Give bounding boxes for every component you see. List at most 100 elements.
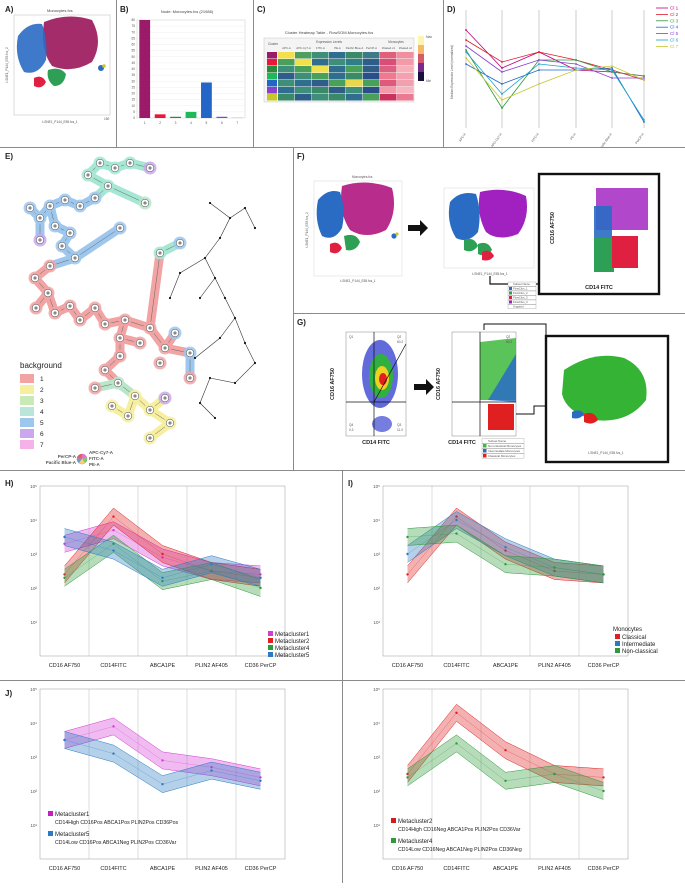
panel-g-cd14-label-2: CD14 FITC xyxy=(448,440,476,446)
panel-e-key-right-1: APC-Cy7-A xyxy=(89,450,114,455)
panel-c-cell xyxy=(278,94,295,101)
panel-a-title: Monocytes.fcs xyxy=(47,8,73,13)
panel-e-node-core xyxy=(38,238,41,241)
panel-h-point xyxy=(63,536,65,538)
panel-f-cluster2-magenta xyxy=(479,190,527,238)
panel-b-ytick: 50 xyxy=(131,55,135,59)
panel-e-node-core xyxy=(103,368,106,371)
panel-c-cell xyxy=(312,66,329,73)
panel-j-xtick: CD14FITC xyxy=(100,866,126,872)
panel-e-key-left-1: PerCP-A xyxy=(58,454,77,459)
panel-j-point xyxy=(259,780,261,782)
panel-h-legend-swatch xyxy=(268,652,273,657)
panel-e-key-right-2: FITC-A xyxy=(89,456,104,461)
panel-e-skeleton-node xyxy=(179,272,181,274)
panel-f-arrow-icon xyxy=(408,220,428,236)
panel-j-point xyxy=(112,752,114,754)
panel-f-small-yellow xyxy=(395,232,398,235)
panel-f-legend-label: Subset Name xyxy=(513,282,530,286)
panel-e-skeleton-node xyxy=(214,417,216,419)
panel-h-point xyxy=(210,563,212,565)
panel-a-cluster-small-yellow xyxy=(102,64,106,68)
panel-g-gated-red xyxy=(488,404,514,430)
panel-b-label: B) xyxy=(120,5,128,14)
panel-d-label: D) xyxy=(447,5,455,14)
panel-e-legend-swatch xyxy=(20,429,34,438)
panel-d-series-line xyxy=(466,30,644,76)
panel-e-node-core xyxy=(93,386,96,389)
panel-c-cell xyxy=(397,52,414,59)
panel-c-cell xyxy=(363,80,380,87)
panel-e-legend-label: 4 xyxy=(40,409,44,416)
panel-f-legend-swatch xyxy=(509,305,512,308)
panel-c-cell xyxy=(329,66,346,73)
panel-b-ytick: 70 xyxy=(131,30,135,34)
panel-e-node-core xyxy=(188,351,191,354)
panel-e-node-core xyxy=(106,184,109,187)
panel-h-ytick: 10¹ xyxy=(30,620,37,625)
panel-c-cell xyxy=(278,66,295,73)
panel-d-point xyxy=(575,59,577,61)
panel-c-cell xyxy=(295,80,312,87)
panel-j-legend-name: Metacluster5 xyxy=(55,832,90,838)
panel-f-xlabel-2: t-SNE1_P144_E55.fcs_1 xyxy=(472,272,508,276)
panel-g-arrow-icon-1 xyxy=(414,379,434,395)
panel-c-cell xyxy=(363,59,380,66)
panel-c-cell xyxy=(380,87,397,94)
panel-h-xtick: CD16 AF750 xyxy=(49,663,81,669)
panel-i-ytick: 10¹ xyxy=(373,620,380,625)
panel-f-cluster2-red xyxy=(482,251,494,261)
panel-b-bar xyxy=(201,82,212,118)
panel-b-xtick: 1 xyxy=(144,121,146,125)
panel-j-legend-phenotype: CD14Low CD16Pos ABCA1Neg PLIN2Pos CD36Va… xyxy=(55,840,177,846)
panel-e-node-core xyxy=(148,408,151,411)
panel-k-point xyxy=(504,749,506,751)
panel-e-skeleton-edge xyxy=(200,278,215,298)
panel-e-node-core xyxy=(126,414,129,417)
panel-e-skeleton-edge xyxy=(215,278,225,298)
panel-g-connector-top xyxy=(484,324,546,336)
panel-i-legend-swatch xyxy=(615,648,620,653)
panel-c-column-header: Pacific Blue-A xyxy=(346,46,364,50)
panel-e-key-right-3: PE-A xyxy=(89,462,101,467)
panel-c-cell xyxy=(295,66,312,73)
panel-i-point xyxy=(504,563,506,565)
panel-k-xtick: PLIN2 AF405 xyxy=(538,866,571,872)
panel-c-cell xyxy=(380,66,397,73)
panel-d-legend-label: Cl 1 xyxy=(670,6,679,11)
panel-e-legend-label: 7 xyxy=(40,442,44,449)
panel-c-cell xyxy=(312,94,329,101)
panel-f-quad-green xyxy=(594,238,614,272)
panel-h-legend-swatch xyxy=(268,631,273,636)
panel-c-cell xyxy=(295,94,312,101)
panel-e-node-core xyxy=(158,361,161,364)
panel-d-xtick: FITC-A xyxy=(531,132,541,143)
panel-i-point xyxy=(455,532,457,534)
panel-j-ytick: 10² xyxy=(30,789,37,794)
panel-e-node-core xyxy=(128,161,131,164)
panel-f-cluster2-blue xyxy=(449,193,480,240)
panel-b-title: Node: Monocytes.fcs (21986) xyxy=(161,9,214,14)
panel-h-legend-label: Metacluster5 xyxy=(275,653,310,659)
panel-c-cell xyxy=(312,52,329,59)
panel-c-colorbar-step xyxy=(418,54,424,63)
panel-e-node-core xyxy=(103,322,106,325)
panel-c-cell xyxy=(312,87,329,94)
panel-e-key-left-2: Pacific Blue-A xyxy=(46,460,77,465)
panel-f-cluster-blue xyxy=(317,191,344,238)
panel-c-row-swatch xyxy=(267,80,277,87)
panel-c-cell xyxy=(329,87,346,94)
panel-g-legend-swatch xyxy=(483,454,487,458)
panel-j-ytick: 10⁵ xyxy=(30,687,37,692)
panel-i-label: I) xyxy=(348,479,353,488)
panel-d-point xyxy=(611,65,613,67)
panel-c-cell xyxy=(397,94,414,101)
panel-c-column-header: #Gated.x2 xyxy=(399,46,412,50)
